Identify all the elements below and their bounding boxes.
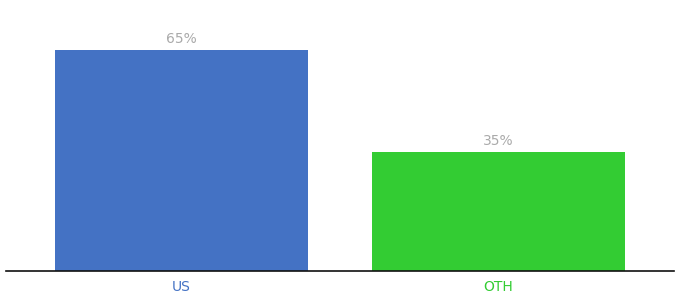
- Text: 35%: 35%: [483, 134, 513, 148]
- Text: 65%: 65%: [166, 32, 197, 46]
- Bar: [372, 152, 625, 271]
- Bar: [55, 50, 308, 271]
